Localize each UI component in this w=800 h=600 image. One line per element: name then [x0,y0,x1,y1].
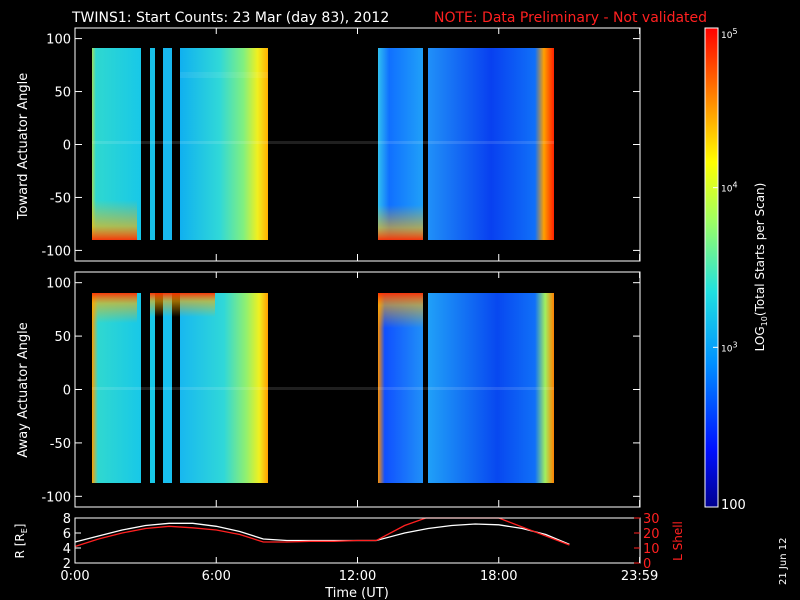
colorbar-gradient [704,27,719,508]
ytick-label: 50 [54,330,71,345]
toward-segment-4 [180,48,268,240]
colorbar-tick-exp: 4 [732,181,737,190]
ytick-label: -100 [41,490,71,505]
away-panel: -100 -50 0 50 100 Away Actuator Angle [16,271,641,508]
away-high-edge-left [92,293,137,323]
colorbar-tick-label: 105 [721,27,738,41]
orbit-left-ylabel-end: ] [13,524,27,529]
orbit-xaxis: 0:00 6:00 12:00 18:00 23:59 [60,557,658,584]
l-tick-label: 0 [643,557,651,572]
date-stamp: 21 Jun 12 [778,538,789,585]
toward-low-edge-left [92,200,137,240]
orbit-left-ylabel: R [RE] [13,524,29,559]
ytick-label: 100 [46,33,71,48]
away-yaxis: -100 -50 0 50 100 [41,277,640,505]
away-heatmap [92,293,554,483]
away-segment-1 [92,293,141,483]
colorbar-tick-base: 10 [721,344,733,354]
plot-title: TWINS1: Start Counts: 23 Mar (day 83), 2… [71,10,389,26]
ytick-label: 0 [63,139,71,154]
colorbar-tick-label: 104 [721,181,738,195]
ytick-label: -100 [41,244,71,259]
time-tick-label: 6:00 [202,569,231,584]
time-tick-label: 23:59 [621,569,658,584]
toward-xticks [74,28,641,261]
away-segment-3 [163,293,172,483]
preliminary-note: NOTE: Data Preliminary - Not validated [434,10,707,26]
colorbar-label-end: (Total Starts per Scan) [753,183,767,317]
toward-segment-6 [428,48,554,240]
colorbar-label-sub: 10 [760,316,769,326]
ytick-label: -50 [50,437,71,452]
r-tick-label: 6 [63,527,71,542]
away-segment-6 [428,293,554,483]
time-tick-label: 0:00 [60,569,89,584]
r-tick-label: 2 [63,557,71,572]
colorbar-label-main: LOG [753,326,767,351]
l-tick-label: 10 [643,542,660,557]
colorbar-tick-exp: 3 [732,340,737,349]
orbit-xlabel: Time (UT) [324,586,389,600]
colorbar-label: LOG10(Total Starts per Scan) [753,183,769,352]
toward-ylabel: Toward Actuator Angle [16,73,31,220]
toward-segment-2 [150,48,155,240]
away-xticks [74,272,641,507]
toward-panel: -100 -50 0 50 100 Toward Actuator Angle [16,27,641,262]
ytick-label: 100 [46,277,71,292]
l-shell-line [74,517,570,548]
ytick-label: 50 [54,86,71,101]
colorbar-tick-exp: 5 [732,27,737,36]
orbit-left-ylabel-sub: E [20,528,29,533]
toward-segment-3 [163,48,172,240]
toward-yaxis: -100 -50 0 50 100 [41,33,640,259]
colorbar-tick-base: 10 [721,31,733,41]
orbit-right-ylabel: L Shell [671,521,685,561]
colorbar-tick-label: 100 [721,498,746,513]
colorbar-tick-label: 103 [721,340,738,354]
toward-heatmap [92,48,554,240]
away-segment-4 [180,293,268,483]
away-zero-band [92,387,554,390]
colorbar-tick-base: 10 [721,185,733,195]
time-tick-label: 18:00 [480,569,517,584]
colorbar-tick-base: 100 [721,498,746,513]
l-tick-label: 20 [643,527,660,542]
time-tick-label: 12:00 [339,569,376,584]
toward-zero-band [92,141,554,144]
r-tick-label: 4 [63,542,71,557]
radius-line [74,522,570,545]
l-tick-label: 30 [643,512,660,527]
away-high-edge-right [378,293,423,328]
toward-scan-band [180,72,268,78]
toward-low-edge-right [378,205,423,240]
away-high-edge-mid [150,293,215,317]
toward-frame [74,27,641,262]
orbit-left-ylabel-main: R [R [13,533,27,558]
ytick-label: -50 [50,191,71,206]
r-tick-label: 8 [63,512,71,527]
away-segment-2 [150,293,155,483]
away-ylabel: Away Actuator Angle [16,322,31,457]
ytick-label: 0 [63,384,71,399]
orbit-lines [74,517,570,548]
